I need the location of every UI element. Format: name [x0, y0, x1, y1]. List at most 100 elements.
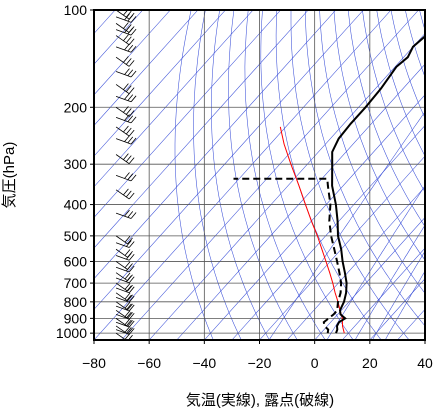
- wind-barb-staff: [115, 272, 128, 282]
- y-axis-title: 気圧(hPa): [1, 142, 18, 209]
- wind-barb-staff: [115, 287, 130, 294]
- wind-barb-feather: [124, 292, 131, 300]
- isotherm-line: [342, 247, 425, 340]
- dry-adiabat-line: [193, 10, 242, 340]
- wind-barb-feather: [126, 327, 132, 334]
- wind-barb-feather: [125, 155, 132, 162]
- wind-barb: [115, 34, 135, 46]
- isotherm-line: [204, 94, 425, 340]
- dry-adiabat-line: [211, 10, 270, 340]
- wind-barb-staff: [115, 117, 132, 124]
- wind-barb-feather: [123, 22, 129, 29]
- x-tick-label: −40: [192, 355, 216, 371]
- wind-barb-feather: [124, 261, 131, 268]
- wind-barb-feather: [128, 320, 135, 328]
- wind-barb: [115, 56, 135, 67]
- wind-barb-feather: [123, 56, 129, 63]
- wind-barb-feather: [124, 325, 131, 333]
- dry-adiabat-line: [347, 10, 425, 227]
- wind-barb-staff: [115, 255, 130, 261]
- wind-barb-feather: [124, 249, 131, 256]
- wind-barb-feather: [124, 209, 130, 217]
- x-tick-label: −20: [248, 355, 272, 371]
- wind-barb-feather: [124, 172, 130, 179]
- wind-barb-staff: [115, 23, 130, 33]
- wind-barb-feather: [128, 129, 135, 137]
- wind-barb-feather: [125, 108, 132, 115]
- wind-barb-feather: [125, 190, 132, 198]
- grid-lines: [94, 10, 425, 340]
- wind-barb-feather: [128, 87, 135, 94]
- wind-barb-feather: [126, 303, 132, 311]
- wind-barb-staff: [115, 56, 130, 67]
- y-tick-label: 500: [64, 228, 88, 244]
- wind-barb-feather: [123, 106, 129, 113]
- dry-adiabat-line: [260, 10, 354, 340]
- x-tick-label: 40: [417, 355, 433, 371]
- y-tick-label: 200: [64, 99, 88, 115]
- wind-barb-feather: [123, 125, 129, 133]
- wind-barb: [115, 252, 135, 261]
- mixing-ratio-line: [326, 185, 425, 340]
- wind-barb-staff: [115, 35, 130, 46]
- wind-barb-feather: [126, 311, 132, 319]
- isotherm-line: [94, 10, 309, 249]
- wind-barb: [115, 209, 137, 219]
- wind-barb: [115, 68, 137, 78]
- wind-barb-feather: [130, 46, 137, 53]
- dry-adiabat-lines: [174, 10, 425, 340]
- wind-barb-staff: [115, 318, 128, 327]
- wind-barb: [115, 22, 135, 33]
- wind-barb-feather: [127, 334, 133, 340]
- x-tick-label: −80: [82, 355, 106, 371]
- wind-barb-feather: [123, 153, 129, 160]
- dry-adiabat-line: [290, 10, 410, 340]
- y-tick-label: 100: [64, 2, 88, 18]
- mixing-ratio-line: [268, 111, 425, 340]
- isotherm-line: [259, 155, 425, 340]
- wind-barb-feather: [127, 294, 133, 302]
- wind-barb: [115, 153, 135, 165]
- wind-barb-feather: [128, 26, 135, 33]
- wind-barb-feather: [128, 328, 135, 335]
- wind-barb: [115, 248, 133, 258]
- wind-barb-feather: [128, 192, 135, 200]
- wind-barb-staff: [115, 261, 128, 270]
- wind-barb-feather: [128, 157, 135, 164]
- wind-barb: [115, 325, 133, 335]
- dry-adiabat-line: [405, 10, 425, 78]
- dewpoint-curve: [233, 177, 343, 334]
- wind-barb-feather: [128, 12, 135, 20]
- wind-barb-feather: [127, 115, 134, 122]
- wind-barb-staff: [115, 84, 130, 94]
- isotherm-line: [94, 10, 226, 157]
- wind-barb-staff: [115, 242, 130, 248]
- wind-barb-feather: [124, 301, 131, 309]
- wind-barb-staff: [115, 325, 128, 335]
- wind-barb-feather: [126, 319, 132, 327]
- isotherm-line: [231, 125, 425, 340]
- x-axis-title: 気温(実線), 露点(破線): [186, 392, 334, 409]
- wind-barb: [115, 264, 135, 273]
- wind-barb-feather: [125, 10, 132, 18]
- wind-barb-feather: [125, 127, 132, 135]
- dry-adiabat-line: [244, 10, 326, 340]
- isotherm-line: [369, 278, 425, 340]
- temperature-curve: [331, 35, 425, 334]
- wind-barb-staff: [115, 282, 128, 292]
- isotherm-line: [94, 10, 392, 340]
- isotherm-line: [94, 10, 364, 310]
- wind-barb-staff: [115, 95, 132, 103]
- wind-barb-staff: [115, 292, 128, 302]
- wind-barb-staff: [115, 138, 132, 145]
- isotherm-line: [314, 216, 425, 340]
- wind-barb-feather: [128, 312, 135, 320]
- x-tick-label: −60: [137, 355, 161, 371]
- wind-barb-feather: [127, 320, 133, 327]
- y-tick-label: 700: [64, 275, 88, 291]
- wind-barb-feather: [130, 137, 137, 145]
- wind-barb-feather: [127, 312, 133, 319]
- wind-barb: [115, 93, 137, 103]
- wind-barb-feather: [127, 303, 133, 311]
